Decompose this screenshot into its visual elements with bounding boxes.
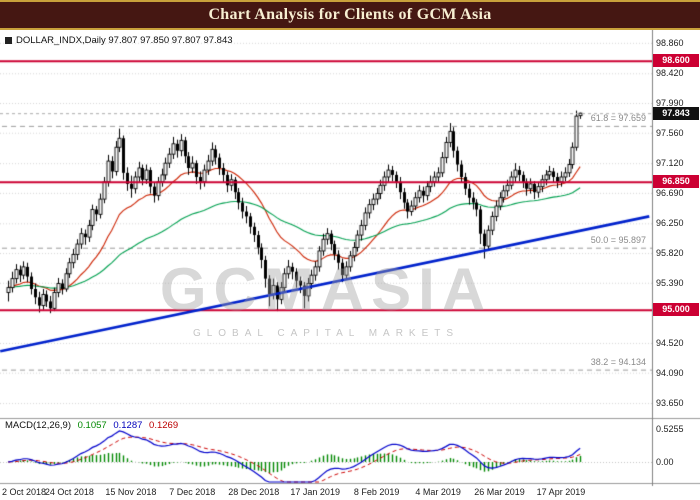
date-axis-label: 17 Jan 2019 — [290, 487, 340, 497]
date-axis-label: 24 Oct 2018 — [44, 487, 94, 497]
macd-value: 0.1057 — [75, 420, 107, 431]
date-axis-label: 17 Apr 2019 — [536, 487, 586, 497]
macd-axis-tick: 0.00 — [656, 457, 674, 467]
page-title: Chart Analysis for Clients of GCM Asia — [208, 6, 492, 23]
macd-value: 0.1269 — [146, 420, 179, 431]
price-chart-canvas[interactable] — [0, 30, 700, 500]
fib-level-label: 50.0 = 95.897 — [590, 234, 646, 245]
macd-label-text: MACD(12,26,9) — [5, 420, 71, 431]
title-bar: Chart Analysis for Clients of GCM Asia — [0, 0, 700, 30]
symbol-info: DOLLAR_INDX,Daily 97.807 97.850 97.807 9… — [5, 35, 233, 46]
price-axis-tick: 95.390 — [656, 277, 684, 288]
date-axis-label: 7 Dec 2018 — [169, 487, 216, 497]
symbol-ohlc-text: DOLLAR_INDX,Daily 97.807 97.850 97.807 9… — [16, 35, 233, 46]
macd-value: 0.1287 — [110, 420, 143, 431]
price-axis-tick: 98.420 — [656, 68, 684, 79]
price-axis-tick: 98.860 — [656, 37, 684, 48]
price-axis-tick: 96.250 — [656, 218, 684, 229]
date-axis-label: 26 Mar 2019 — [474, 487, 525, 497]
price-axis-tick: 94.520 — [656, 337, 684, 348]
chart-area: DOLLAR_INDX,Daily 97.807 97.850 97.807 9… — [0, 30, 700, 500]
fib-level-label: 61.8 = 97.659 — [590, 112, 646, 123]
price-line-badge: 96.850 — [653, 175, 699, 189]
macd-indicator-label: MACD(12,26,9) 0.1057 0.1287 0.1269 — [5, 420, 186, 431]
fib-level-label: 38.2 = 94.134 — [590, 356, 646, 367]
date-axis-label: 28 Dec 2018 — [228, 487, 280, 497]
macd-axis-tick: 0.5255 — [656, 424, 684, 434]
price-axis-tick: 97.120 — [656, 158, 684, 169]
price-axis-tick: 97.990 — [656, 97, 684, 108]
date-axis-label: 15 Nov 2018 — [105, 487, 157, 497]
price-axis-tick: 95.820 — [656, 248, 684, 259]
date-axis-label: 8 Feb 2019 — [353, 487, 400, 497]
date-axis-label: 2 Oct 2018 — [2, 487, 47, 497]
date-axis-label: 4 Mar 2019 — [415, 487, 461, 497]
price-line-badge: 98.600 — [653, 54, 699, 68]
current-price-badge: 97.843 — [653, 106, 699, 120]
price-axis-tick: 96.690 — [656, 187, 684, 198]
price-axis-tick: 93.650 — [656, 398, 684, 409]
price-line-badge: 95.000 — [653, 303, 699, 317]
price-axis-tick: 94.090 — [656, 367, 684, 378]
price-axis-tick: 97.560 — [656, 127, 684, 138]
chart-symbol-icon — [5, 37, 12, 44]
